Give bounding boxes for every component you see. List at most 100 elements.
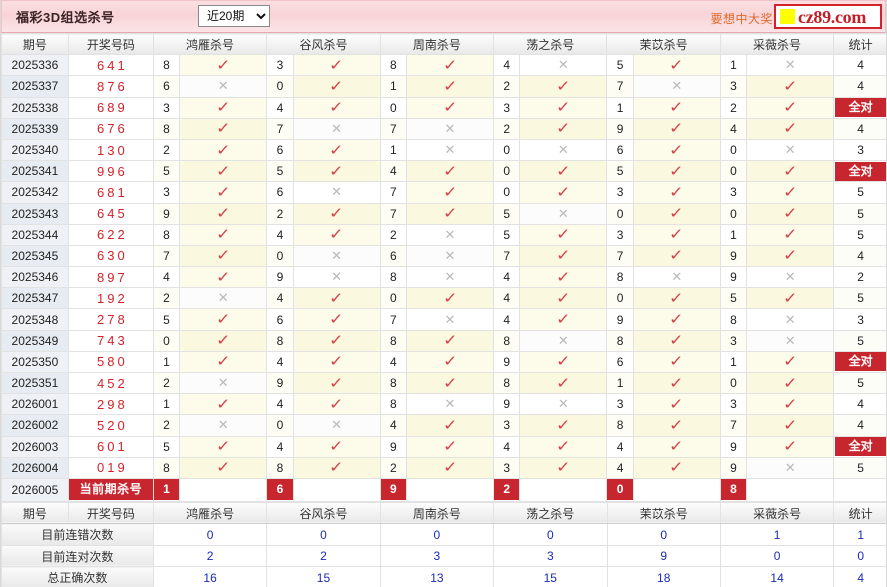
header-expert-1: 谷风杀号: [266, 32, 381, 56]
cell-kill-number-5: 9: [719, 244, 748, 268]
check-icon: ✓: [556, 289, 571, 307]
table-header-row: 期号 开奖号码 鸿雁杀号 谷风杀号 周南杀号 荡之杀号 茉苡杀号 采薇杀号 统计: [1, 32, 886, 56]
cell-kill-number-4: 0: [606, 287, 634, 310]
summary-value-2: 3: [379, 544, 495, 568]
cell-kill-number-4: 9: [606, 308, 634, 331]
all-correct-badge: 全对: [835, 98, 886, 118]
cell-kill-number-4: 4: [606, 435, 634, 458]
cell-stat: 全对: [833, 435, 886, 458]
cell-kill-number-4: 1: [606, 371, 634, 395]
header-stat: 统计: [833, 32, 886, 56]
summary-value-1: 2: [266, 544, 381, 568]
cell-result-1: ✓: [292, 393, 381, 416]
cell-kill-number-5: 0: [719, 202, 748, 225]
table-row: 2025336 641 8 ✓ 3 ✓ 8 ✓ 4 ✕ 5 ✓ 1 ✕ 4: [1, 54, 886, 77]
cross-icon: ✕: [444, 120, 456, 136]
cell-result-0: ✓: [179, 202, 268, 225]
cell-period: 2025348: [1, 308, 69, 331]
summary-value-1: 0: [266, 523, 381, 546]
cross-icon: ✕: [444, 269, 456, 285]
check-icon: ✓: [556, 77, 571, 95]
cell-open-number: 897: [67, 266, 154, 289]
cell-kill-number-5: 1: [719, 223, 748, 246]
check-icon: ✓: [556, 438, 571, 456]
cell-result-0: ✕: [179, 371, 268, 395]
cross-icon: ✕: [784, 332, 796, 348]
cell-kill-number-3: 2: [493, 75, 521, 98]
summary-row-label: 目前连错次数: [1, 523, 154, 546]
summary-value-3: 15: [493, 566, 608, 587]
period-select-wrapper[interactable]: 近20期近30期近50期近100期: [198, 5, 270, 27]
check-icon: ✓: [442, 459, 458, 477]
cell-result-0: ✕: [179, 414, 268, 437]
cell-kill-number-2: 4: [379, 160, 407, 183]
cell-kill-number-0: 3: [152, 96, 181, 119]
cell-kill-number-4: 9: [606, 117, 634, 140]
cell-result-5: ✓: [746, 181, 835, 204]
check-icon: ✓: [669, 438, 685, 456]
cross-icon: ✕: [784, 459, 796, 475]
header-expert-5: 采薇杀号: [719, 32, 835, 56]
cell-result-1: ✓: [292, 350, 381, 374]
cell-result-4: ✓: [632, 371, 721, 395]
cell-result-5: ✓: [746, 371, 835, 395]
summary-value-4: 9: [606, 544, 721, 568]
check-icon: ✓: [782, 77, 798, 95]
cell-result-0: ✓: [179, 54, 268, 77]
cell-result-4: ✓: [632, 329, 721, 352]
table-row: 2025338 689 3 ✓ 4 ✓ 0 ✓ 3 ✓ 1 ✓ 2 ✓ 全对: [1, 96, 886, 119]
cell-result-3: ✕: [519, 138, 608, 162]
cell-open-number: 278: [67, 308, 154, 331]
cell-result-4: ✓: [632, 435, 721, 458]
check-icon: ✓: [782, 416, 798, 434]
cell-kill-number-0: 8: [152, 54, 181, 77]
cell-result-0: ✕: [179, 75, 268, 98]
summary-header-stat: 统计: [833, 501, 886, 525]
cell-result-2: ✓: [405, 329, 495, 352]
cell-result-1: ✓: [292, 75, 381, 98]
cell-kill-number-2: 4: [379, 414, 407, 437]
cell-kill-number-2: 8: [379, 393, 407, 416]
check-icon: ✓: [669, 395, 685, 413]
cell-period: 2025339: [1, 117, 69, 140]
cell-current-blank-1: [292, 477, 381, 502]
cell-current-label: 当前期杀号: [67, 477, 154, 502]
cell-result-5: ✓: [746, 350, 835, 374]
cell-period: 2026002: [1, 414, 69, 437]
cell-open-number: 580: [67, 350, 154, 374]
summary-body: 目前连错次数 0 0 0 0 0 1 1 目前连对次数 2 2 3 3 9 0 0 总正确次数 16 15 13 15 1…: [1, 523, 886, 587]
summary-header-row: 期号 开奖号码 鸿雁杀号 谷风杀号 周南杀号 荡之杀号 茉苡杀号 采薇杀号 统计: [1, 501, 886, 525]
cell-result-1: ✓: [292, 160, 381, 183]
cell-kill-number-5: 4: [719, 117, 748, 140]
summary-value-5: 1: [719, 523, 835, 546]
cell-current-kill-5: 8: [719, 477, 748, 502]
cell-open-number: 622: [67, 223, 154, 246]
cell-kill-number-3: 5: [493, 223, 521, 246]
cell-result-2: ✓: [405, 350, 495, 374]
period-range-select[interactable]: 近20期近30期近50期近100期: [198, 5, 270, 27]
check-icon: ✓: [329, 395, 344, 413]
cell-kill-number-1: 9: [266, 266, 294, 289]
check-icon: ✓: [215, 120, 231, 138]
cell-period: 2025337: [1, 75, 69, 98]
cell-kill-number-3: 3: [493, 414, 521, 437]
cell-open-number: 681: [67, 181, 154, 204]
cell-result-1: ✕: [292, 181, 381, 204]
site-logo[interactable]: cz89.com: [774, 4, 882, 29]
cell-current-blank-4: [632, 477, 721, 502]
cell-kill-number-3: 5: [493, 202, 521, 225]
summary-table: 期号 开奖号码 鸿雁杀号 谷风杀号 周南杀号 荡之杀号 茉苡杀号 采薇杀号 统计…: [1, 501, 886, 587]
cell-result-5: ✓: [746, 202, 835, 225]
cell-result-0: ✓: [179, 393, 268, 416]
cell-kill-number-3: 7: [493, 244, 521, 268]
check-icon: ✓: [669, 289, 685, 307]
cell-open-number: 298: [67, 393, 154, 416]
check-icon: ✓: [215, 162, 231, 180]
cross-icon: ✕: [217, 375, 229, 391]
cell-stat: 5: [833, 223, 886, 246]
cell-result-5: ✕: [746, 138, 835, 162]
cell-result-4: ✓: [632, 117, 721, 140]
cell-open-number: 520: [67, 414, 154, 437]
table-body: 2025336 641 8 ✓ 3 ✓ 8 ✓ 4 ✕ 5 ✓ 1 ✕ 4 2025337 876 6 ✕ 0 ✓ 1 ✓ 2…: [1, 54, 886, 502]
